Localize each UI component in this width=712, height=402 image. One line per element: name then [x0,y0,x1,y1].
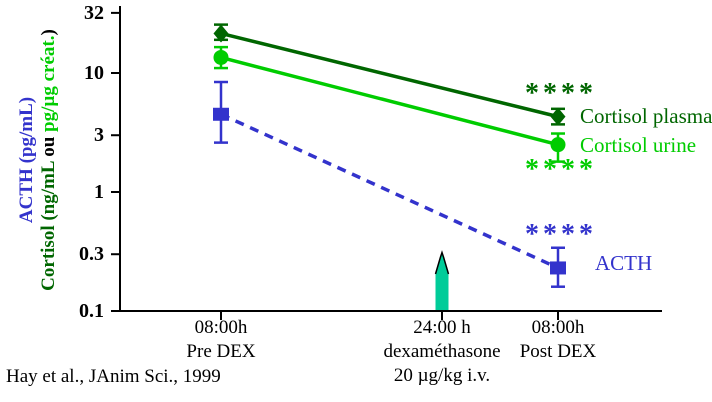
y-axis-label-cortisol-part: Cortisol (ng/mL [38,156,59,291]
x-tick-label-group: 24:00 h dexaméthasone 20 µg/kg i.v. [332,316,552,388]
x-tick-label-line: 20 µg/kg i.v. [393,365,491,386]
x-tick-label-group: 08:00h Pre DEX [111,316,331,364]
x-tick-label-line: 08:00h [531,317,585,338]
series-line-cortisol-urine [220,55,559,147]
y-tick-label: 0.1 [79,300,104,322]
y-tick-label: 3 [94,124,104,147]
y-tick-label: 1 [94,181,104,203]
x-tick-label-line: 08:00h [194,317,248,338]
dexamethasone-arrow [435,252,449,310]
diamond-marker [213,24,229,43]
legend-label-cortisol-urine: Cortisol urine [580,133,697,157]
y-axis-label-cortisol-part: pg/µg créat. [38,35,59,137]
citation: Hay et al., JAnim Sci., 1999 [6,366,221,387]
y-axis-label-cortisol-part: ) [38,29,59,36]
y-tick-label: 0.3 [79,243,104,266]
square-marker [550,261,566,275]
x-tick-label-line: dexaméthasone [383,341,501,362]
square-marker [213,107,229,121]
x-tick-label-line: 24:00 h [413,317,471,338]
significance-stars-acth: **** [525,219,597,250]
legend-label-cortisol-plasma: Cortisol plasma [580,104,712,128]
y-tick-label: 32 [84,1,104,24]
x-tick-label-group: 08:00h Post DEX [448,316,668,364]
series-line-acth [220,112,559,270]
y-axis-label-cortisol: Cortisol (ng/mL ou pg/µg créat.) [37,0,61,320]
legend-label-acth: ACTH [595,251,653,275]
x-tick-label-line: Pre DEX [186,341,256,362]
y-tick-label: 10 [84,62,104,84]
series-line-cortisol-plasma [220,31,559,119]
x-tick-label-line: Post DEX [519,341,597,362]
circle-marker [550,137,566,153]
y-axis-label-acth: ACTH (pg/mL) [16,96,37,224]
diamond-marker [550,107,566,126]
significance-stars-cortisol-plasma: **** [525,78,597,109]
circle-marker [213,49,229,65]
dexamethasone-arrow-tip-outline [434,250,450,275]
significance-stars-cortisol-urine: **** [525,154,597,185]
